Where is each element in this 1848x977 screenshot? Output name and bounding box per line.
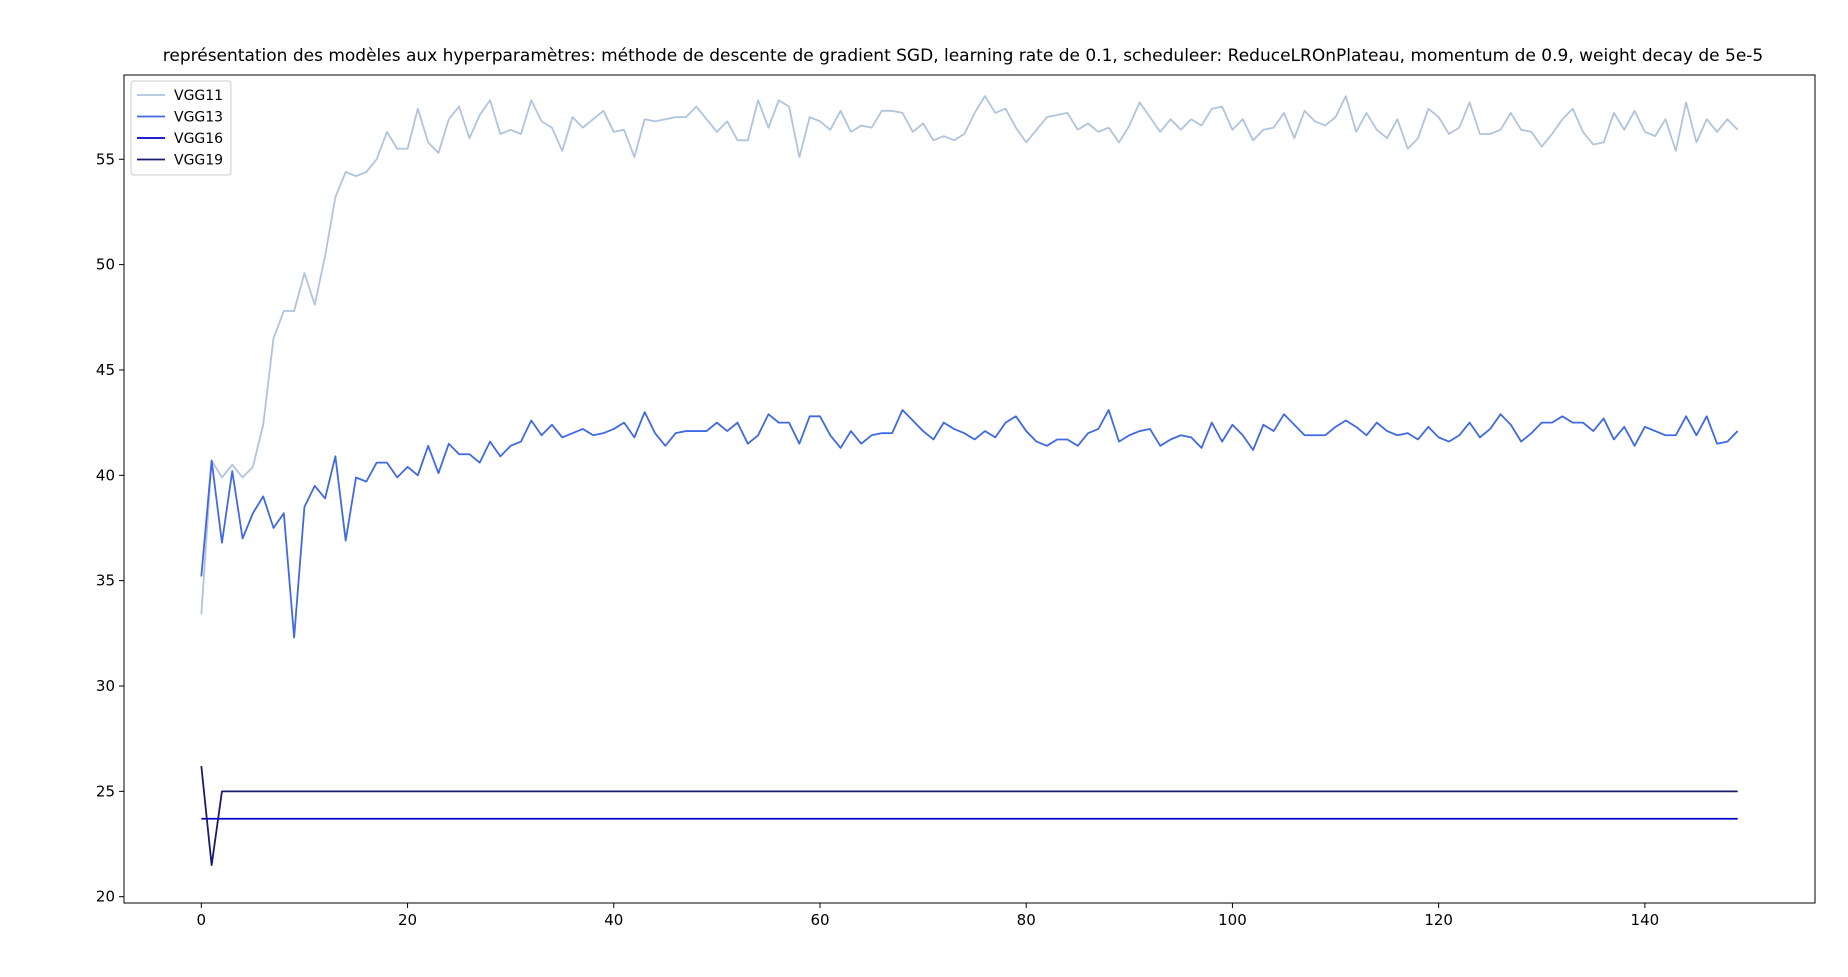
y-tick-label: 50 [96,256,115,274]
y-tick-label: 20 [96,888,115,906]
y-tick-label: 25 [96,782,115,800]
legend-label-vgg19: VGG19 [174,153,223,169]
x-tick-label: 20 [398,911,417,929]
x-tick-label: 100 [1218,911,1247,929]
x-tick-label: 140 [1631,911,1660,929]
series-line-vgg19 [200,765,1738,866]
x-tick-label: 120 [1424,911,1453,929]
x-tick-label: 60 [810,911,829,929]
axes-layer: 0 20 40 60 80 100 120 140 20 25 30 35 40 45 50 55 [96,74,1816,929]
legend: VGG11 VGG13 VGG16 VGG19 [130,80,232,176]
y-tick-label: 45 [96,361,115,379]
y-tick-label: 40 [96,466,115,484]
series-layer [200,95,1739,866]
x-tick-label: 0 [197,911,207,929]
legend-label-vgg16: VGG16 [174,131,223,147]
y-tick-label: 35 [96,572,115,590]
y-tick-label: 30 [96,677,115,695]
series-line-vgg11 [200,95,1739,615]
legend-label-vgg11: VGG11 [174,88,223,104]
legend-box [130,80,232,176]
plot-frame [123,74,1816,904]
chart-title: représentation des modèles aux hyperpara… [163,46,1763,66]
y-tick-label: 55 [96,150,115,168]
x-tick-label: 40 [604,911,623,929]
legend-label-vgg13: VGG13 [174,110,223,126]
series-line-vgg13 [200,409,1739,639]
x-tick-label: 80 [1017,911,1036,929]
